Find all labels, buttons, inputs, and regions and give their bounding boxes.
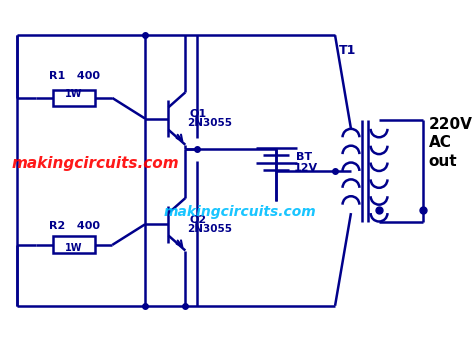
Bar (54, 90, 94, 106)
Text: 1W: 1W (65, 243, 82, 253)
Text: Q2: Q2 (190, 214, 207, 224)
Bar (54, 236, 94, 253)
Text: 2N3055: 2N3055 (187, 118, 232, 128)
Text: makingcircuits.com: makingcircuits.com (11, 156, 179, 171)
Text: 2N3055: 2N3055 (187, 224, 232, 234)
Text: 1W: 1W (65, 89, 82, 99)
Text: R2   400: R2 400 (49, 221, 100, 231)
Text: R1   400: R1 400 (49, 71, 100, 81)
Text: makingcircuits.com: makingcircuits.com (164, 205, 317, 219)
Text: AC: AC (428, 135, 452, 150)
Text: 12V: 12V (294, 163, 318, 173)
Text: 220V: 220V (428, 117, 473, 132)
Text: BT: BT (296, 152, 312, 162)
Text: Q1: Q1 (190, 109, 207, 119)
Text: out: out (428, 154, 457, 169)
Text: T1: T1 (339, 44, 356, 57)
